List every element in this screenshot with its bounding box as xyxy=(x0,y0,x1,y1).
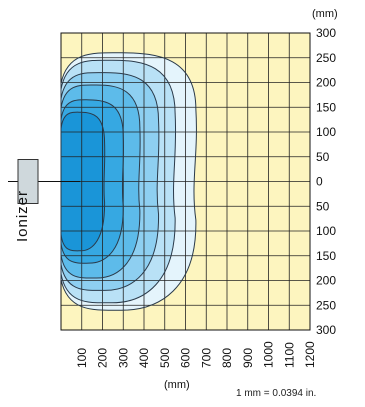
x-tick-label: 300 xyxy=(116,348,130,368)
y-unit-label: (mm) xyxy=(312,8,338,20)
conversion-note: 1 mm = 0.0394 in. xyxy=(236,388,317,399)
ionizer-icon xyxy=(8,159,80,204)
contour-line-1 xyxy=(60,52,197,311)
x-tick-label: 1100 xyxy=(282,342,296,368)
x-tick-label: 200 xyxy=(96,348,110,368)
contour-line-2 xyxy=(60,59,177,304)
y-tick-label: 300 xyxy=(316,323,336,337)
x-tick-label: 700 xyxy=(199,348,213,368)
x-unit-label: (mm) xyxy=(164,379,190,391)
y-tick-label: 250 xyxy=(316,51,336,65)
x-tick-label: 1000 xyxy=(262,341,276,368)
contour-line-6 xyxy=(60,111,106,252)
ionizer-label: Ionizer xyxy=(14,189,31,242)
y-tick-label: 300 xyxy=(316,26,336,40)
x-tick-label: 400 xyxy=(137,348,151,368)
y-tick-label: 100 xyxy=(316,125,336,139)
contour-line-3 xyxy=(60,72,160,291)
x-tick-label: 500 xyxy=(158,348,172,368)
contour-line-4 xyxy=(60,84,141,279)
x-tick-label: 600 xyxy=(179,348,193,368)
contour-outlines xyxy=(60,52,197,311)
x-tick-label: 800 xyxy=(220,348,234,368)
ionizer-body xyxy=(17,159,39,204)
y-tick-label: 50 xyxy=(316,199,330,213)
y-tick-label: 200 xyxy=(316,274,336,288)
y-tick-label: 100 xyxy=(316,224,336,238)
x-tick-label: 900 xyxy=(241,348,255,368)
contour-line-5 xyxy=(60,99,124,264)
x-tick-label: 100 xyxy=(75,348,89,368)
x-tick-label: 1200 xyxy=(303,341,317,368)
y-tick-label: 200 xyxy=(316,76,336,90)
x-tick-labels: 100 200 300 400 500 600 700 800 900 1000 1100 1200 xyxy=(75,341,317,368)
y-tick-label: 150 xyxy=(316,249,336,263)
y-tick-label: 50 xyxy=(316,150,330,164)
y-tick-labels: 300 250 200 150 100 50 0 50 100 150 200 250 300 xyxy=(316,26,336,337)
y-tick-label: 0 xyxy=(316,175,323,189)
y-tick-label: 250 xyxy=(316,298,336,312)
y-tick-label: 150 xyxy=(316,100,336,114)
